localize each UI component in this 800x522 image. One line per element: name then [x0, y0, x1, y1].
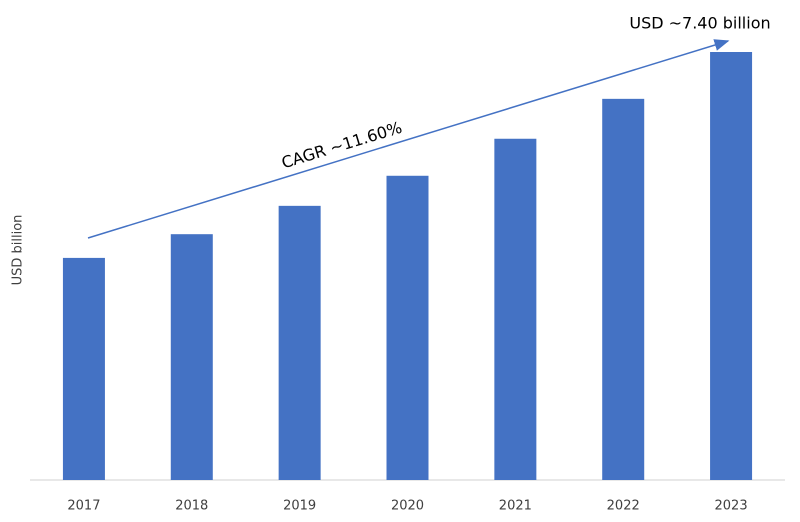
bar [386, 175, 429, 480]
bar [62, 257, 105, 480]
x-tick-label: 2023 [715, 499, 748, 514]
bar [494, 138, 537, 480]
y-axis-label: USD billion [11, 215, 26, 286]
x-tick-label: 2021 [499, 499, 532, 514]
bar [602, 98, 645, 481]
x-tick-label: 2020 [391, 499, 424, 514]
x-tick-label: 2022 [607, 499, 640, 514]
bar [278, 205, 321, 481]
bar [170, 234, 213, 480]
x-tick-label: 2018 [175, 499, 208, 514]
bar [710, 52, 753, 480]
x-tick-label: 2017 [67, 499, 100, 514]
trend-arrow [87, 39, 730, 239]
x-tick-label: 2019 [283, 499, 316, 514]
cagr-annotation: CAGR ~11.60% [279, 118, 404, 173]
value-annotation: USD ~7.40 billion [629, 14, 770, 33]
